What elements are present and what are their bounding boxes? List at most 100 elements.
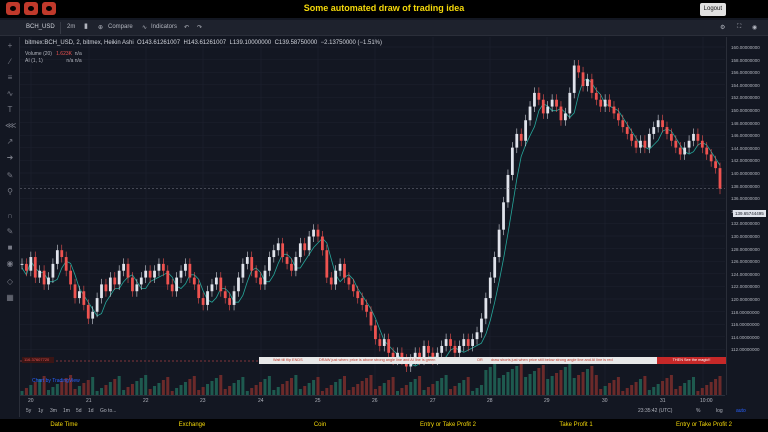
arrow-icon[interactable]: ➜ <box>6 153 14 162</box>
price-axis-label: 158.00000000 <box>731 57 760 63</box>
candle-body <box>237 277 240 292</box>
range-button[interactable]: Go to... <box>100 408 117 414</box>
volume-bar <box>60 381 64 395</box>
volume-bar <box>683 383 687 395</box>
volume-bar <box>219 375 223 395</box>
range-button[interactable]: 5y <box>26 408 32 414</box>
candle-body <box>303 243 307 251</box>
ruler-icon[interactable]: ✎ <box>6 171 14 180</box>
time-axis-label: 25 <box>315 398 321 404</box>
legend-title: bitmex:BCH_USD, 2, bitmex, Heikin Ashi <box>25 40 134 46</box>
candle-body <box>382 339 386 346</box>
candle-body <box>493 257 497 278</box>
indicators-icon[interactable]: ∿ <box>142 25 148 31</box>
candle-body <box>692 133 695 141</box>
volume-bar <box>64 378 68 395</box>
volume-bar <box>325 388 329 395</box>
compare-icon[interactable]: ⊕ <box>98 25 104 31</box>
candle-body <box>462 339 466 346</box>
volume-bar <box>537 368 541 395</box>
compare-button[interactable]: Compare <box>108 24 133 30</box>
price-axis-label: 122.00000000 <box>731 284 760 290</box>
volume-bar <box>457 383 461 395</box>
visibility-eye-icon[interactable]: ◉ <box>6 259 14 268</box>
footer-label: Coin <box>313 422 327 428</box>
candle-body <box>466 339 470 346</box>
layers-icon[interactable]: ◇ <box>6 277 14 286</box>
lock-icon[interactable]: ■ <box>7 243 13 252</box>
time-axis[interactable]: 20 21 22 23 24 25 26 27 28 29 30 31 10:00 <box>20 395 725 405</box>
range-button[interactable]: 1d <box>88 408 94 414</box>
candle-body <box>29 257 33 271</box>
redo-icon[interactable]: ↷ <box>197 25 203 31</box>
fib-icon[interactable]: ≡ <box>7 73 13 82</box>
candle-body <box>652 127 656 134</box>
candle-body <box>338 263 342 271</box>
candle-body <box>113 277 117 285</box>
candle-body <box>413 352 417 360</box>
candle-body <box>396 352 399 360</box>
crosshair-icon[interactable]: + <box>7 41 13 50</box>
candle-body <box>325 250 329 278</box>
indicators-button[interactable]: Indicators <box>151 24 178 30</box>
prediction-icon[interactable]: ↗ <box>6 137 14 146</box>
range-button[interactable]: 1m <box>63 408 70 414</box>
price-chart[interactable] <box>20 37 725 395</box>
pattern-icon[interactable]: ⋘ <box>5 121 17 130</box>
candle-body <box>400 352 404 360</box>
volume-bar <box>413 379 417 395</box>
volume-bar <box>674 389 678 395</box>
fullscreen-icon[interactable]: ⛶ <box>737 24 742 30</box>
candle-body <box>647 133 651 148</box>
volume-bar <box>638 379 642 395</box>
volume-bar <box>519 363 523 395</box>
stay-drawing-icon[interactable]: ✎ <box>6 227 14 236</box>
volume-bar <box>86 380 90 395</box>
brush-icon[interactable]: ∿ <box>6 89 14 98</box>
footer-label: Entry or Take Profit 2 <box>420 422 476 428</box>
snapshot-camera-icon[interactable]: ◉ <box>752 25 758 31</box>
volume-bar <box>652 387 656 395</box>
volume-bar <box>669 375 673 395</box>
magnet-icon[interactable]: ∩ <box>7 211 13 220</box>
candle-body <box>484 298 488 319</box>
range-button[interactable]: 1y <box>38 408 44 414</box>
candle-body <box>581 72 585 87</box>
footer-label: Entry or Take Profit 2 <box>676 422 732 428</box>
log-toggle[interactable]: log <box>716 408 723 414</box>
auto-toggle[interactable]: auto <box>736 408 746 414</box>
symbol-search-button[interactable]: BCH_USD <box>26 24 55 30</box>
trash-icon[interactable]: ▦ <box>6 293 14 302</box>
volume-bar <box>201 387 205 395</box>
trend-line-icon[interactable]: ∕ <box>9 57 11 66</box>
percent-toggle[interactable]: % <box>696 408 701 414</box>
interval-button[interactable]: 2m <box>67 24 76 30</box>
candle-body <box>197 284 201 299</box>
volume-bar <box>422 390 426 395</box>
volume-bar <box>307 383 311 395</box>
volume-bar <box>254 385 258 395</box>
volume-bar <box>714 379 718 395</box>
text-icon[interactable]: T <box>7 105 13 114</box>
zoom-icon[interactable]: ⚲ <box>7 187 13 196</box>
candle-body <box>170 284 174 292</box>
candle-body <box>537 92 541 100</box>
footer-bar: Date Time Exchange Coin Entry or Take Profi… <box>0 419 768 432</box>
chart-style-icon[interactable]: ▮ <box>84 23 88 30</box>
tradingview-watermark[interactable]: Chart by TradingView <box>32 378 80 384</box>
undo-icon[interactable]: ↶ <box>184 25 190 31</box>
volume-bar <box>365 378 369 395</box>
range-button[interactable]: 5d <box>76 408 82 414</box>
volume-bar <box>298 389 302 395</box>
utc-clock[interactable]: 23:35:42 (UTC) <box>638 408 673 414</box>
price-axis-label: 156.00000000 <box>731 70 760 76</box>
range-button[interactable]: 3m <box>50 408 57 414</box>
ai-legend[interactable]: AI (1, 1) n/a n/a <box>25 58 82 64</box>
price-axis[interactable]: 160.00000000 158.00000000 156.00000000 154.… <box>726 37 768 395</box>
volume-bar <box>214 378 218 395</box>
volume-legend[interactable]: Volume (20) 1.623K n/a <box>25 51 82 57</box>
volume-bar <box>661 381 665 395</box>
candle-body <box>705 147 709 155</box>
logout-button[interactable]: Logout <box>699 3 726 16</box>
settings-gear-icon[interactable]: ⚙ <box>720 25 726 31</box>
